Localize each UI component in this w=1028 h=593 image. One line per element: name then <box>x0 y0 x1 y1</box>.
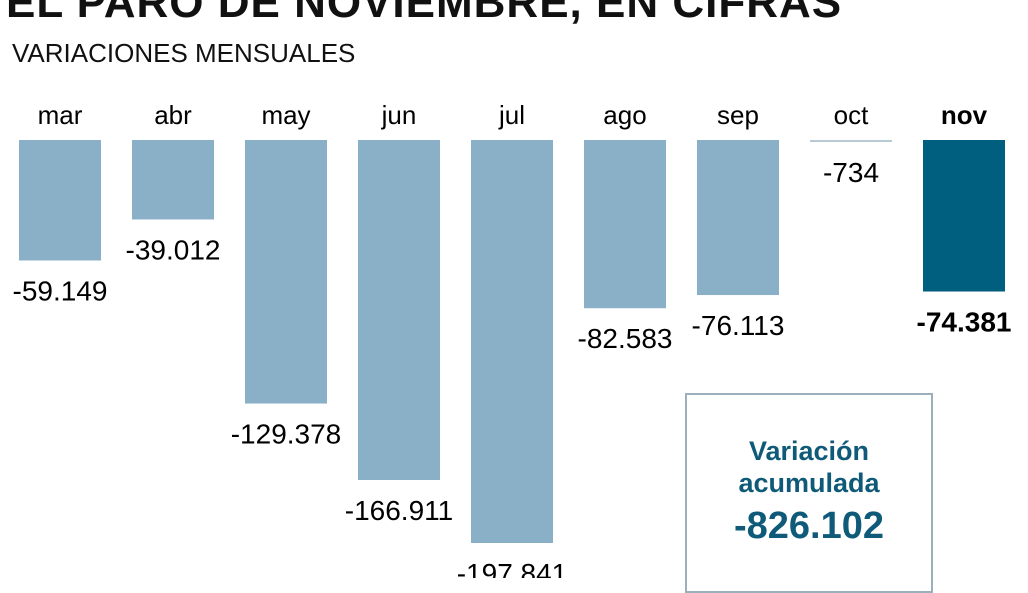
summary-label-1: Variación <box>748 436 870 466</box>
value-label-jun: -166.911 <box>345 495 453 526</box>
bar-nov <box>923 140 1005 292</box>
bar-chart: mar -59.149 abr -39.012 may -129.378 jun -166.9… <box>13 100 1012 578</box>
category-label-jul: jul <box>498 100 525 130</box>
value-label-oct: -734 <box>823 157 879 188</box>
bar-mar <box>19 140 101 261</box>
category-label-ago: ago <box>603 100 646 130</box>
value-label-nov: -74.381 <box>917 307 1012 338</box>
summary-value: -826.102 <box>733 505 884 547</box>
bar-sep <box>697 140 779 296</box>
cumulative-variation-box: Variación acumulada -826.102 <box>685 393 933 593</box>
value-label-may: -129.378 <box>231 419 342 450</box>
category-label-may: may <box>261 100 310 130</box>
value-label-sep: -76.113 <box>692 310 785 341</box>
category-label-mar: mar <box>38 100 83 130</box>
category-label-oct: oct <box>834 100 869 130</box>
value-label-mar: -59.149 <box>13 275 108 306</box>
category-label-jun: jun <box>381 100 417 130</box>
bar-jul <box>471 140 553 543</box>
category-label-sep: sep <box>717 100 759 130</box>
bar-ago <box>584 140 666 309</box>
bar-oct <box>810 140 892 142</box>
chart-title: EL PARO DE NOVIEMBRE, EN CIFRAS <box>6 0 843 27</box>
bar-may <box>245 140 327 404</box>
category-label-abr: abr <box>154 100 192 130</box>
bar-abr <box>132 140 214 220</box>
category-label-nov: nov <box>941 100 988 130</box>
value-label-ago: -82.583 <box>578 323 673 354</box>
bar-jun <box>358 140 440 480</box>
summary-label-2: acumulada <box>738 468 880 498</box>
chart-subtitle: VARIACIONES MENSUALES <box>12 38 356 68</box>
value-label-abr: -39.012 <box>126 234 221 265</box>
value-label-jul: -197.841 <box>457 558 568 578</box>
